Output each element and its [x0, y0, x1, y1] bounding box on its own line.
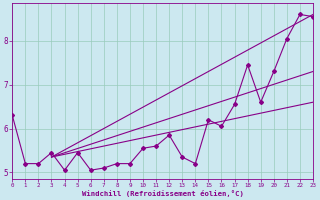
X-axis label: Windchill (Refroidissement éolien,°C): Windchill (Refroidissement éolien,°C): [82, 190, 244, 197]
